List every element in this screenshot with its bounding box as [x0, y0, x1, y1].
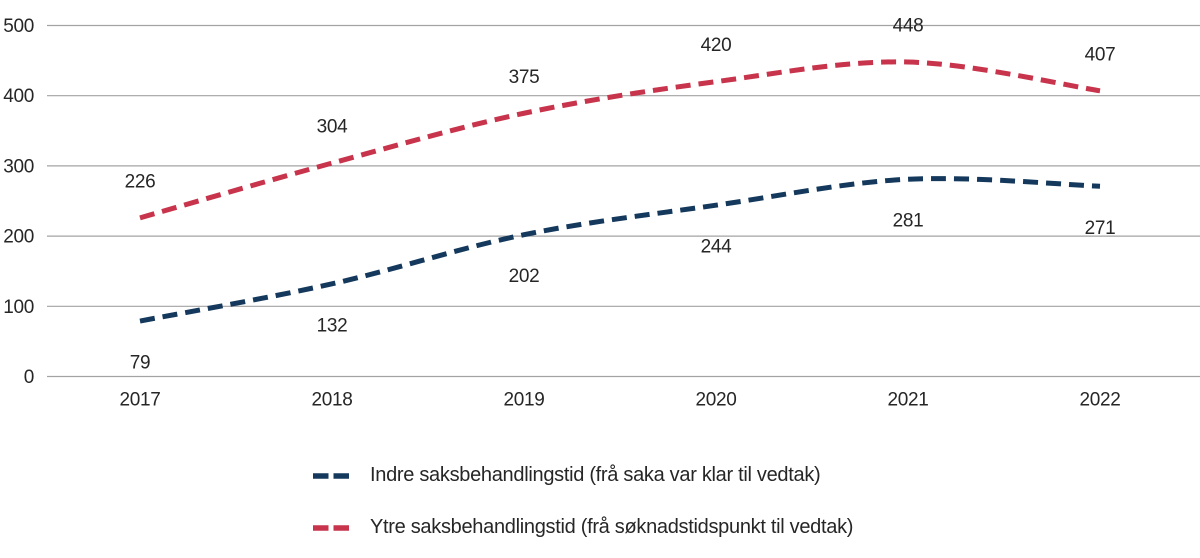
y-axis-tick-label: 0: [24, 367, 34, 388]
series-line-ytre: [139, 59, 1101, 221]
legend-label-indre: Indre saksbehandlingstid (frå saka var k…: [370, 464, 821, 486]
legend-label-ytre: Ytre saksbehandlingstid (frå søknadstids…: [370, 516, 854, 538]
data-label-ytre-2019: 375: [509, 67, 540, 88]
x-axis-tick-label: 2022: [1079, 390, 1120, 411]
y-axis-tick-label: 500: [3, 16, 34, 37]
data-label-indre-2021: 281: [893, 211, 924, 232]
data-label-ytre-2017: 226: [125, 171, 156, 192]
x-axis-tick-label: 2018: [311, 390, 352, 411]
legend-dash-swatch-ytre: [313, 524, 349, 531]
data-label-indre-2017: 79: [130, 353, 151, 374]
data-label-ytre-2021: 448: [893, 16, 924, 37]
y-axis-tick-label: 400: [3, 86, 34, 107]
data-label-ytre-2022: 407: [1085, 44, 1116, 65]
x-axis-tick-label: 2021: [887, 390, 928, 411]
x-axis-tick-label: 2019: [503, 390, 544, 411]
legend-dash-swatch-indre: [313, 472, 349, 479]
y-axis-tick-label: 200: [3, 227, 34, 248]
series-line-indre: [139, 176, 1101, 324]
data-label-indre-2022: 271: [1085, 218, 1116, 239]
chart-legend: Indre saksbehandlingstid (frå saka var k…: [313, 462, 853, 541]
y-axis-tick-label: 100: [3, 297, 34, 318]
x-axis-tick-label: 2017: [119, 390, 160, 411]
data-label-ytre-2020: 420: [701, 35, 732, 56]
legend-item-ytre: Ytre saksbehandlingstid (frå søknadstids…: [313, 514, 853, 541]
y-axis-tick-label: 300: [3, 156, 34, 177]
data-label-ytre-2018: 304: [317, 117, 349, 138]
x-axis-tick-label: 2020: [695, 390, 736, 411]
data-label-indre-2020: 244: [701, 237, 733, 258]
legend-item-indre: Indre saksbehandlingstid (frå saka var k…: [313, 462, 853, 489]
data-label-indre-2019: 202: [509, 266, 540, 287]
data-label-indre-2018: 132: [317, 315, 348, 336]
